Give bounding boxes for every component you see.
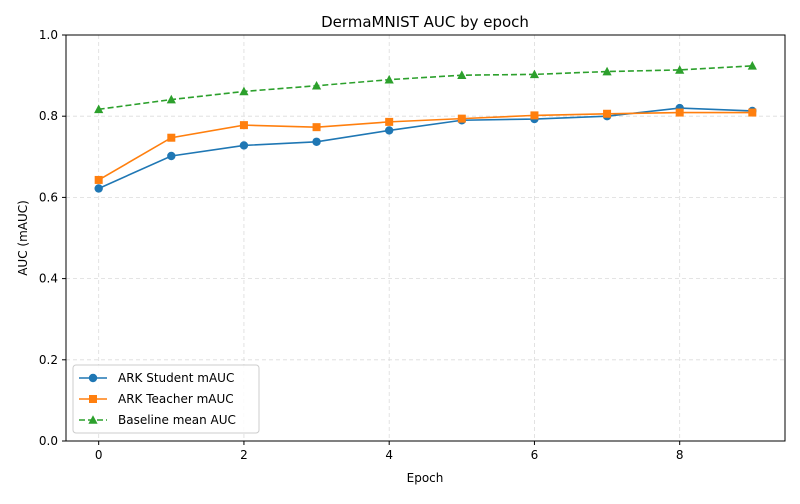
- data-point: [94, 184, 103, 193]
- x-tick-label: 6: [531, 448, 539, 462]
- data-point: [675, 108, 684, 117]
- x-tick-label: 4: [385, 448, 393, 462]
- data-point: [747, 61, 757, 70]
- data-point: [603, 109, 612, 118]
- legend-box: [72, 364, 260, 434]
- x-tick-label: 8: [676, 448, 684, 462]
- data-point: [94, 104, 104, 114]
- axis-ticks: 0 2 4 6 8 0.0 0.2 0.4 0.6 0.8 1.0: [39, 28, 684, 462]
- data-point: [239, 121, 248, 130]
- legend-label: Baseline mean AUC: [118, 413, 236, 427]
- data-point: [748, 108, 757, 117]
- data-point: [384, 74, 394, 84]
- data-point: [384, 126, 394, 135]
- y-tick-label: 0.8: [39, 109, 58, 123]
- data-point: [167, 133, 176, 142]
- data-point: [312, 137, 321, 146]
- y-tick-label: 1.0: [39, 28, 58, 42]
- x-tick-label: 0: [95, 448, 103, 462]
- y-tick-label: 0.6: [39, 190, 58, 204]
- chart-title: DermaMNIST AUC by epoch: [321, 13, 529, 31]
- series-3: [94, 61, 757, 114]
- legend-swatch-marker: [89, 395, 97, 403]
- data-point: [239, 141, 249, 150]
- data-point: [94, 175, 103, 184]
- legend-swatch-marker: [88, 415, 98, 424]
- data-point: [529, 69, 540, 79]
- legend-swatch-marker: [88, 373, 98, 383]
- series-line: [98, 111, 753, 181]
- data-point: [457, 114, 466, 123]
- legend-label: ARK Student mAUC: [118, 371, 234, 385]
- y-tick-label: 0.2: [39, 353, 58, 367]
- data-point: [385, 117, 394, 126]
- data-point: [312, 123, 321, 132]
- data-point: [167, 151, 176, 161]
- y-tick-label: 0.4: [39, 272, 58, 286]
- y-tick-label: 0.0: [39, 434, 58, 448]
- y-axis-label: AUC (mAUC): [16, 200, 30, 276]
- plot-frame: [65, 34, 786, 442]
- x-tick-label: 2: [240, 448, 248, 462]
- series-line: [98, 65, 753, 111]
- x-axis-label: Epoch: [407, 471, 444, 485]
- data-point: [166, 94, 176, 104]
- data-point: [675, 65, 685, 74]
- data-point: [311, 80, 322, 90]
- data-point: [530, 111, 539, 120]
- legend: ARK Student mAUC ARK Teacher mAUC Baseline…: [72, 364, 260, 434]
- data-point: [239, 86, 249, 96]
- series-group: [94, 61, 757, 193]
- series-1: [94, 103, 757, 193]
- data-point: [457, 70, 467, 79]
- legend-label: ARK Teacher mAUC: [118, 392, 234, 406]
- series-2: [94, 108, 757, 184]
- series-line: [98, 107, 753, 190]
- data-point: [602, 66, 612, 76]
